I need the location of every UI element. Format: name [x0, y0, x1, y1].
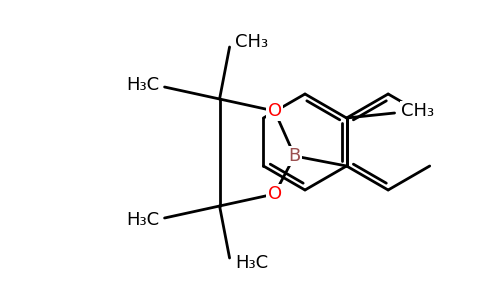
Text: O: O — [268, 102, 282, 120]
Text: H₃C: H₃C — [235, 254, 268, 272]
Text: CH₃: CH₃ — [235, 33, 268, 51]
Text: O: O — [268, 185, 282, 203]
Text: B: B — [288, 147, 301, 165]
Text: CH₃: CH₃ — [401, 102, 434, 120]
Text: H₃C: H₃C — [126, 211, 159, 229]
Text: H₃C: H₃C — [126, 76, 159, 94]
